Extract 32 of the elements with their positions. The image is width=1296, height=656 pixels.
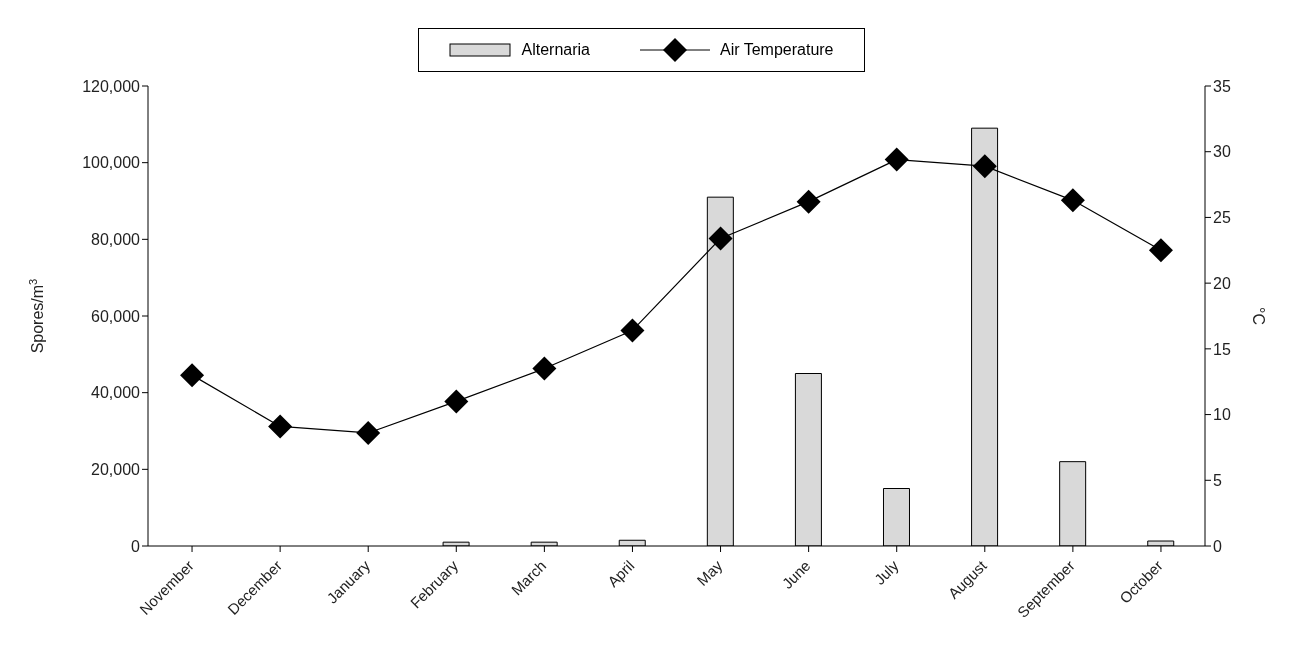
y2-tick-label: 20 [1213, 274, 1231, 292]
point [708, 226, 733, 251]
y-tick-label: 60,000 [91, 307, 141, 325]
point [268, 414, 293, 439]
legend-label: Alternaria [521, 41, 590, 59]
point [1060, 188, 1085, 213]
y2-tick-label: 35 [1213, 77, 1231, 95]
x-tick-label: May [693, 556, 726, 589]
y-tick-label: 0 [131, 537, 141, 555]
point [444, 389, 469, 414]
y2-tick-label: 5 [1213, 471, 1222, 489]
y2-tick-label: 25 [1213, 209, 1231, 227]
point [356, 420, 381, 445]
y-tick-label: 20,000 [91, 461, 141, 479]
y2-axis-title: °C [1250, 307, 1267, 325]
y2-tick-label: 15 [1213, 340, 1231, 358]
point [532, 356, 557, 381]
point [1148, 238, 1173, 263]
y-tick-label: 40,000 [91, 384, 141, 402]
point [796, 189, 821, 214]
point [620, 318, 645, 343]
y2-tick-label: 30 [1213, 143, 1231, 161]
y-tick-label: 100,000 [82, 154, 141, 172]
y2-tick-label: 0 [1213, 537, 1222, 555]
y2-tick-label: 10 [1213, 406, 1231, 424]
point [180, 363, 205, 388]
point [884, 147, 909, 172]
x-tick-label: July [870, 556, 902, 588]
point [972, 154, 997, 179]
legend-label: Air Temperature [719, 41, 834, 59]
y-tick-label: 80,000 [91, 231, 141, 249]
y-tick-label: 120,000 [82, 77, 141, 95]
